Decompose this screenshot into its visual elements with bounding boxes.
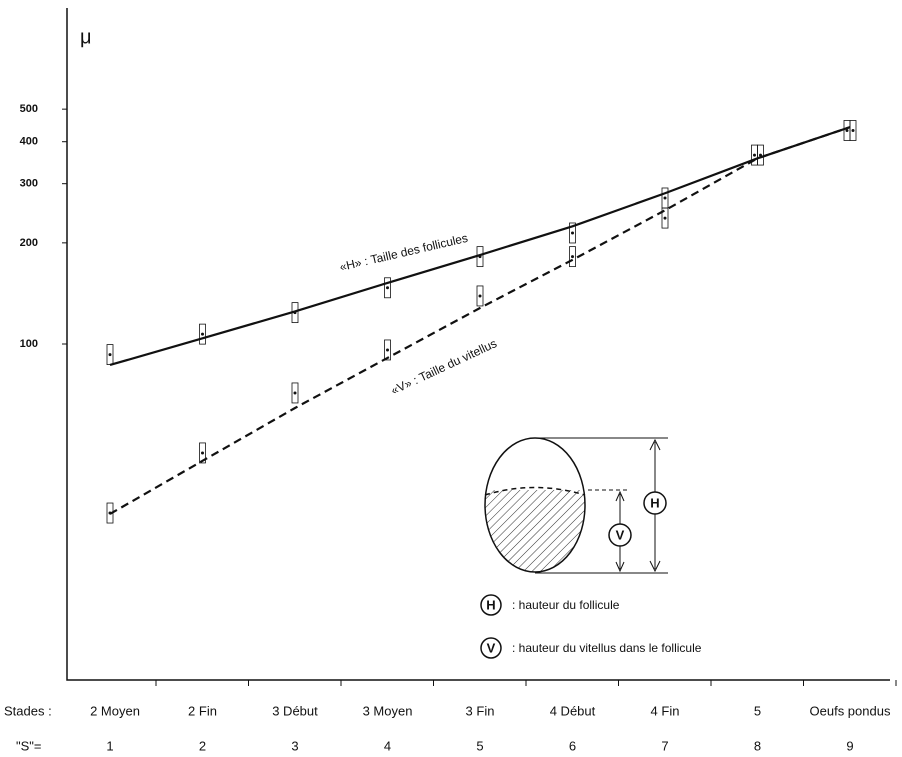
- observed-dot: [852, 129, 855, 132]
- y-tick-label: 500: [20, 103, 38, 115]
- series-label: «H» : Taille des follicules: [338, 231, 469, 274]
- x-tick-label: 4: [384, 738, 391, 753]
- x-tick-label: 6: [569, 738, 576, 753]
- x-tick-label: 9: [846, 738, 853, 753]
- x-tick-label: 1: [106, 738, 113, 753]
- y-tick-label: 300: [20, 178, 38, 190]
- observed-dot: [201, 333, 204, 336]
- x-tick-label: 4 Fin: [651, 703, 680, 718]
- x-tick-label: 5: [476, 738, 483, 753]
- x-tick-label: 2: [199, 738, 206, 753]
- legend-text: : hauteur du vitellus dans le follicule: [512, 641, 702, 655]
- y-axis-label: μ: [80, 26, 92, 48]
- observed-dot: [386, 348, 389, 351]
- observed-dot: [109, 512, 112, 515]
- legend-symbol: H: [486, 597, 495, 612]
- observed-dot: [386, 286, 389, 289]
- observed-dot: [109, 353, 112, 356]
- x-tick-label: 4 Début: [550, 703, 596, 718]
- series-label: «V» : Taille du vitellus: [389, 336, 499, 397]
- y-tick-label: 200: [20, 237, 38, 249]
- diagram-symbol: V: [616, 527, 625, 542]
- egg-diagram: [481, 438, 668, 658]
- diagram-symbol: H: [650, 495, 659, 510]
- x-tick-label: Oeufs pondus: [810, 703, 891, 718]
- observed-dot: [664, 217, 667, 220]
- observed-dot: [479, 255, 482, 258]
- observed-dot: [571, 255, 574, 258]
- x-tick-label: 3: [291, 738, 298, 753]
- observed-dot: [759, 154, 762, 157]
- x-row-title: "S"=: [16, 738, 42, 753]
- x-tick-label: 2 Fin: [188, 703, 217, 718]
- observed-dot: [294, 391, 297, 394]
- x-tick-label: 8: [754, 738, 761, 753]
- chart: μ Stades : "S"= H V H V : hauteur du fol…: [0, 0, 902, 757]
- observed-dot: [479, 294, 482, 297]
- legend-text: : hauteur du follicule: [512, 598, 620, 612]
- x-tick-label: 7: [661, 738, 668, 753]
- observed-dot: [201, 451, 204, 454]
- observed-dot: [294, 311, 297, 314]
- x-tick-label: 5: [754, 703, 761, 718]
- y-tick-label: 100: [20, 338, 38, 350]
- series-line: [110, 127, 850, 514]
- observed-dot: [664, 196, 667, 199]
- x-row-title: Stades :: [4, 703, 52, 718]
- x-tick-label: 3 Fin: [466, 703, 495, 718]
- observed-dot: [571, 231, 574, 234]
- x-tick-label: 3 Début: [272, 703, 318, 718]
- series-line: [110, 127, 850, 365]
- x-tick-label: 2 Moyen: [90, 703, 140, 718]
- x-tick-label: 3 Moyen: [363, 703, 413, 718]
- legend-symbol: V: [487, 640, 496, 655]
- observed-dot: [846, 129, 849, 132]
- observed-dot: [753, 154, 756, 157]
- y-tick-label: 400: [20, 136, 38, 148]
